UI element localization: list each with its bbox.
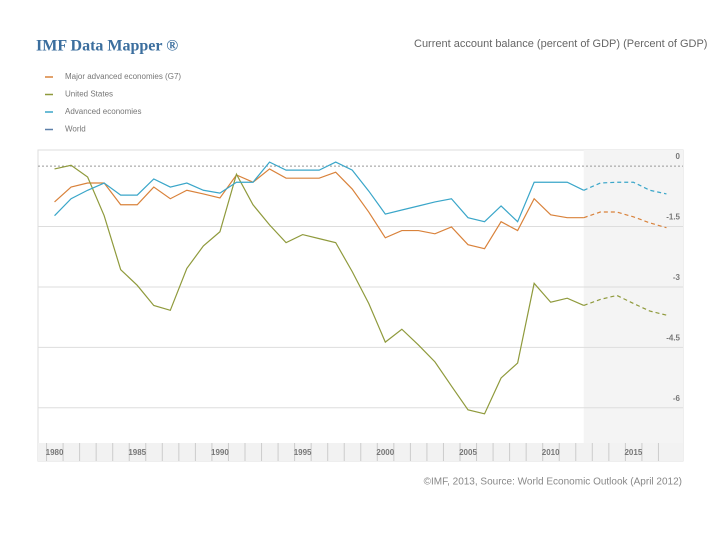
- y-tick-label: -4.5: [666, 333, 680, 342]
- legend-label: World: [65, 125, 86, 134]
- y-tick-label: -6: [673, 394, 681, 403]
- series-line: [54, 164, 585, 415]
- series-line: [54, 161, 585, 223]
- x-tick-label: 1990: [211, 448, 229, 457]
- x-tick-label: 1980: [46, 448, 64, 457]
- y-tick-label: -3: [673, 273, 681, 282]
- y-tick-label: 0: [676, 152, 681, 161]
- x-tick-label: 2000: [376, 448, 394, 457]
- app-title: IMF Data Mapper ®: [36, 38, 178, 55]
- forecast-line: [583, 181, 667, 195]
- source-note: ©IMF, 2013, Source: World Economic Outlo…: [424, 477, 682, 488]
- y-tick-label: -1.5: [666, 213, 680, 222]
- series-line: [54, 168, 584, 250]
- chart-subtitle: Current account balance (percent of GDP)…: [414, 38, 707, 50]
- forecast-shade: [583, 150, 683, 443]
- x-tick-label: 1985: [128, 448, 146, 457]
- x-tick-label: 2005: [459, 448, 477, 457]
- x-tick-label: 2010: [542, 448, 560, 457]
- legend-label: Major advanced economies (G7): [65, 72, 181, 81]
- legend-label: United States: [65, 90, 113, 99]
- forecast-line: [583, 294, 667, 316]
- x-tick-label: 2015: [624, 448, 642, 457]
- legend-label: Advanced economies: [65, 107, 142, 116]
- x-tick-label: 1995: [294, 448, 312, 457]
- forecast-line: [583, 211, 667, 229]
